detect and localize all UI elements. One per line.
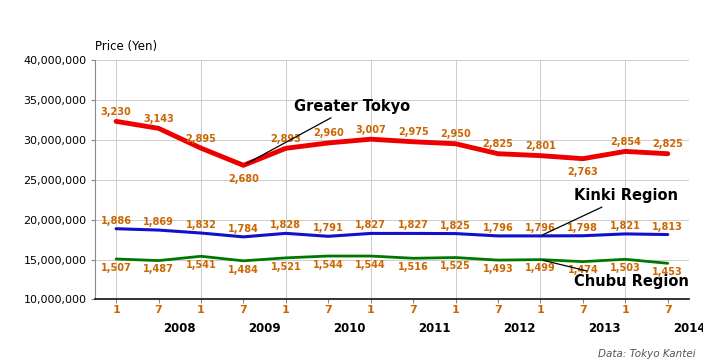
Text: 2014: 2014: [673, 322, 703, 335]
Text: Kinki Region: Kinki Region: [543, 188, 678, 235]
Text: 1,474: 1,474: [567, 265, 598, 276]
Text: 1,507: 1,507: [101, 263, 131, 273]
Text: 2012: 2012: [503, 322, 536, 335]
Text: 1,827: 1,827: [355, 220, 386, 231]
Text: 1,886: 1,886: [101, 216, 131, 226]
Text: 1,541: 1,541: [186, 260, 217, 270]
Text: 2,801: 2,801: [525, 141, 556, 151]
Text: 3,143: 3,143: [143, 114, 174, 124]
Text: 2,825: 2,825: [652, 139, 683, 149]
Text: 1,544: 1,544: [355, 260, 386, 270]
Text: 3,230: 3,230: [101, 107, 131, 117]
Text: 1,828: 1,828: [271, 220, 302, 231]
Text: 2,854: 2,854: [610, 137, 640, 147]
Text: Data: Tokyo Kantei: Data: Tokyo Kantei: [598, 349, 696, 359]
Text: 2,975: 2,975: [398, 127, 429, 137]
Text: 1,784: 1,784: [228, 224, 259, 234]
Text: 2,895: 2,895: [186, 134, 217, 143]
Text: 1,499: 1,499: [525, 264, 556, 273]
Text: 1,796: 1,796: [483, 223, 513, 233]
Text: 1,798: 1,798: [567, 223, 598, 233]
Text: 1,484: 1,484: [228, 265, 259, 274]
Text: 2011: 2011: [418, 322, 451, 335]
Text: 2,680: 2,680: [228, 174, 259, 184]
Text: 2009: 2009: [248, 322, 281, 335]
Text: 2013: 2013: [588, 322, 620, 335]
Text: 1,825: 1,825: [440, 221, 471, 231]
Text: 2010: 2010: [333, 322, 366, 335]
Text: 1,813: 1,813: [652, 221, 683, 232]
Text: 1,827: 1,827: [398, 220, 429, 231]
Text: 2,950: 2,950: [440, 129, 471, 139]
Text: 1,821: 1,821: [610, 221, 640, 231]
Text: Chubu Region: Chubu Region: [543, 260, 689, 289]
Text: 1,453: 1,453: [652, 267, 683, 277]
Text: 1,832: 1,832: [186, 220, 217, 230]
Text: 1,516: 1,516: [398, 262, 429, 272]
Text: 2008: 2008: [164, 322, 196, 335]
Text: 1,791: 1,791: [313, 223, 344, 233]
Text: 1,525: 1,525: [440, 261, 471, 271]
Text: 1,869: 1,869: [143, 217, 174, 227]
Text: 2,763: 2,763: [567, 167, 598, 177]
Text: 1,796: 1,796: [525, 223, 556, 233]
Text: Greater Tokyo: Greater Tokyo: [246, 99, 411, 164]
Text: 1,521: 1,521: [271, 262, 301, 272]
Text: 1,493: 1,493: [483, 264, 513, 274]
Text: Price (Yen): Price (Yen): [95, 40, 157, 53]
Text: 1,503: 1,503: [610, 263, 640, 273]
Text: Average asking price of a 70 sqm second-hand apartment across Japan: Average asking price of a 70 sqm second-…: [8, 14, 619, 29]
Text: 3,007: 3,007: [355, 125, 386, 135]
Text: 1,544: 1,544: [313, 260, 344, 270]
Text: 2,825: 2,825: [482, 139, 513, 149]
Text: 2,893: 2,893: [271, 134, 302, 144]
Text: 1,487: 1,487: [143, 264, 174, 274]
Text: 2,960: 2,960: [313, 129, 344, 138]
